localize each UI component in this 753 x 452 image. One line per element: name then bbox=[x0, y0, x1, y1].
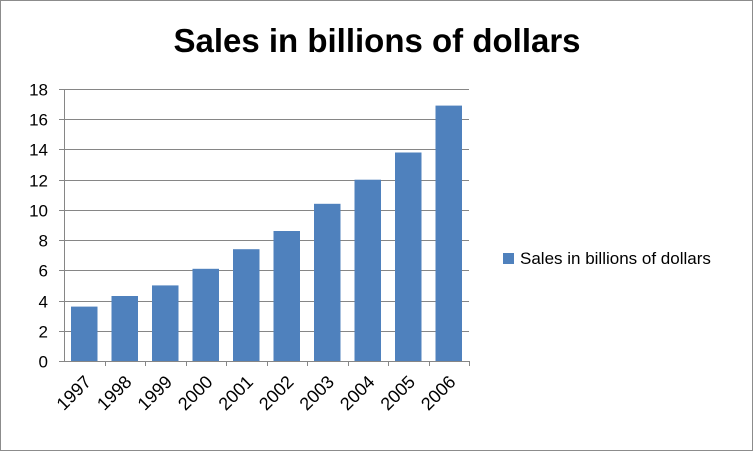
chart-title: Sales in billions of dollars bbox=[173, 22, 580, 59]
bar-2006 bbox=[435, 105, 462, 361]
bar-1998 bbox=[111, 296, 138, 361]
bar-2004 bbox=[354, 179, 381, 361]
legend-swatch bbox=[503, 253, 514, 264]
x-tick-label: 2000 bbox=[174, 372, 216, 414]
x-tick-label: 2002 bbox=[255, 372, 297, 414]
y-tick-label: 10 bbox=[29, 202, 48, 221]
x-tick-label: 1998 bbox=[93, 372, 135, 414]
x-tick-label: 2001 bbox=[215, 372, 257, 414]
legend-label: Sales in billions of dollars bbox=[520, 249, 711, 268]
x-tick-label: 1997 bbox=[53, 372, 95, 414]
bar-1997 bbox=[71, 306, 98, 361]
y-tick-label: 6 bbox=[39, 262, 48, 281]
x-tick-label: 1999 bbox=[134, 372, 176, 414]
bar-1999 bbox=[152, 285, 179, 361]
x-tick-label: 2003 bbox=[296, 372, 338, 414]
y-tick-label: 4 bbox=[39, 293, 48, 312]
legend: Sales in billions of dollars bbox=[503, 249, 711, 268]
y-tick-label: 12 bbox=[29, 172, 48, 191]
axes bbox=[59, 89, 470, 366]
y-tick-label: 14 bbox=[29, 141, 48, 160]
y-tick-label: 8 bbox=[39, 232, 48, 251]
x-tick-label: 2004 bbox=[336, 372, 378, 414]
x-tick-label: 2005 bbox=[377, 372, 419, 414]
bars bbox=[71, 105, 462, 361]
bar-2002 bbox=[273, 231, 300, 361]
y-tick-label: 0 bbox=[39, 353, 48, 372]
y-tick-label: 18 bbox=[29, 81, 48, 100]
bar-2000 bbox=[192, 268, 219, 361]
y-tick-label: 16 bbox=[29, 111, 48, 130]
bar-2005 bbox=[395, 152, 422, 361]
y-tick-label: 2 bbox=[39, 323, 48, 342]
bar-2001 bbox=[233, 249, 260, 361]
bar-2003 bbox=[314, 203, 341, 361]
y-tick-labels: 0 2 4 6 8 10 12 14 16 18 bbox=[29, 81, 48, 372]
x-tick-label: 2006 bbox=[417, 372, 459, 414]
